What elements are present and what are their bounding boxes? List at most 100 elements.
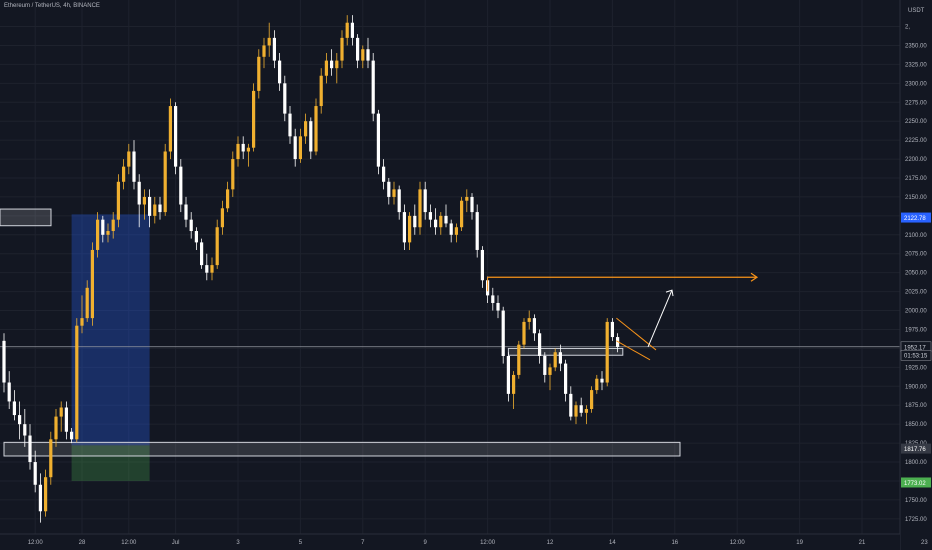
candle-body: [449, 223, 453, 235]
chart-title: Ethereum / TetherUS, 4h, BINANCE: [4, 3, 100, 9]
candle-body: [267, 37, 271, 46]
candle-body: [418, 189, 422, 228]
y-tick-label: 2300.00: [905, 81, 927, 87]
projection-arrowhead: [665, 289, 674, 297]
candle-body: [506, 356, 510, 394]
candle-body: [127, 151, 131, 167]
y-tick-label: 1850.00: [905, 422, 927, 428]
y-tick-label: 2175.00: [905, 176, 927, 182]
candle-body: [428, 212, 432, 220]
candle-body: [246, 147, 250, 152]
candle-body: [220, 208, 224, 228]
x-tick-label: 9: [424, 540, 428, 546]
x-tick-label: 23: [921, 540, 928, 546]
candle-body: [319, 75, 323, 107]
candle-body: [2, 340, 6, 383]
candle-body: [314, 106, 318, 152]
y-tick-label: 1725.00: [905, 517, 927, 523]
candle-body: [215, 227, 219, 266]
x-tick-label: 12:00: [28, 540, 44, 546]
candle-body: [189, 219, 193, 232]
candle-body: [28, 435, 32, 463]
left-top-box: [0, 208, 52, 227]
candle-body: [194, 231, 198, 243]
candle-body: [324, 60, 328, 76]
x-tick-label: 12:00: [121, 540, 137, 546]
candle-body: [106, 231, 110, 235]
candle-body: [241, 143, 245, 152]
price-tag-label: 1817.76: [904, 447, 926, 453]
candle-body: [590, 390, 594, 410]
candle-body: [54, 416, 58, 440]
y-tick-label: 2025.00: [905, 290, 927, 296]
candle-body: [610, 321, 614, 338]
x-tick-label: 5: [299, 540, 303, 546]
candle-body: [75, 325, 79, 440]
candle-body: [293, 136, 297, 160]
candle-body: [59, 407, 63, 417]
x-tick-label: 12:00: [730, 540, 746, 546]
x-tick-label: 12:00: [480, 540, 496, 546]
candle-body: [558, 352, 562, 364]
y-tick-label: 1925.00: [905, 365, 927, 371]
price-tag-bg: [900, 349, 932, 361]
price-tag-bg: [901, 477, 931, 488]
candle-body: [163, 151, 167, 213]
candle-body: [366, 49, 370, 61]
candle-body: [553, 352, 557, 368]
candle-body: [350, 22, 354, 38]
x-tick-label: 21: [859, 540, 866, 546]
y-tick-label: 2050.00: [905, 271, 927, 277]
candle-body: [564, 363, 568, 394]
candle-body: [444, 215, 448, 224]
y-tick-label: 2,: [905, 25, 910, 31]
target-arrowhead: [750, 272, 759, 282]
candle-body: [23, 424, 27, 436]
y-tick-label: 2225.00: [905, 138, 927, 144]
x-tick-label: 19: [796, 540, 803, 546]
candle-body: [408, 215, 412, 243]
candle-body: [257, 56, 261, 91]
candle-body: [387, 181, 391, 197]
candle-body: [116, 181, 120, 220]
candle-body: [158, 204, 162, 213]
candle-body: [252, 90, 256, 148]
candle-body: [70, 431, 74, 440]
candle-body: [101, 219, 105, 235]
candle-body: [64, 407, 68, 432]
candle-body: [168, 106, 172, 152]
candle-body: [236, 143, 240, 160]
candle-body: [122, 166, 126, 182]
candle-body: [49, 439, 53, 478]
candle-body: [304, 121, 308, 137]
candle-body: [460, 200, 464, 228]
candle-body: [356, 37, 360, 61]
candle-body: [501, 310, 505, 356]
candle-body: [174, 106, 178, 167]
candle-body: [205, 265, 209, 273]
candle-body: [278, 60, 282, 84]
price-tag-label: 2122.78: [904, 216, 926, 222]
candle-body: [288, 113, 292, 137]
candle-body: [522, 321, 526, 345]
candle-body: [90, 249, 94, 319]
candle-body: [345, 22, 349, 38]
x-tick-label: 14: [609, 540, 616, 546]
green-zone: [71, 445, 150, 481]
candle-body: [210, 265, 214, 273]
candle-body: [579, 405, 583, 413]
candle-body: [423, 189, 427, 213]
candle-body: [439, 215, 443, 228]
candle-body: [33, 462, 37, 485]
candle-body: [595, 378, 599, 391]
candle-body: [496, 302, 500, 311]
candle-body: [397, 189, 401, 213]
y-tick-label: 1975.00: [905, 327, 927, 333]
candle-body: [361, 49, 365, 61]
price-tag-bg: [901, 212, 931, 223]
candle-body: [298, 136, 302, 160]
candle-body: [309, 121, 313, 152]
candle-body: [142, 196, 146, 205]
projection-arrow: [647, 289, 673, 348]
